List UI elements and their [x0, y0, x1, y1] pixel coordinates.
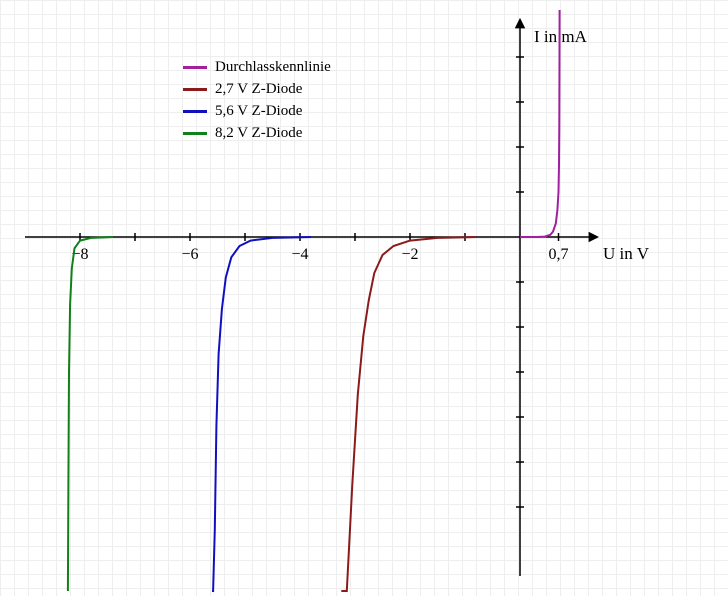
legend-swatch	[183, 66, 207, 69]
x-tick-label: −4	[291, 246, 308, 263]
zener-diode-chart: −8−6−4−20,7U in VI in mA Durchlasskennli…	[0, 0, 728, 596]
chart-svg: −8−6−4−20,7U in VI in mA	[0, 0, 728, 596]
legend-item: 8,2 V Z-Diode	[183, 123, 331, 144]
x-tick-label: 0,7	[549, 246, 569, 263]
curve-z56	[212, 237, 311, 591]
legend-label: 5,6 V Z-Diode	[215, 101, 302, 122]
legend-label: 2,7 V Z-Diode	[215, 79, 302, 100]
curve-z82	[68, 237, 113, 591]
y-axis-label: I in mA	[534, 27, 588, 46]
legend-label: 8,2 V Z-Diode	[215, 123, 302, 144]
legend-label: Durchlasskennlinie	[215, 57, 331, 78]
x-tick-label: −6	[181, 246, 198, 263]
x-axis-label: U in V	[603, 244, 650, 263]
legend-swatch	[183, 88, 207, 91]
legend-item: 2,7 V Z-Diode	[183, 79, 331, 100]
legend-swatch	[183, 110, 207, 113]
legend: Durchlasskennlinie2,7 V Z-Diode5,6 V Z-D…	[183, 57, 331, 145]
legend-item: Durchlasskennlinie	[183, 57, 331, 78]
curve-z27	[341, 237, 476, 591]
legend-swatch	[183, 132, 207, 135]
legend-item: 5,6 V Z-Diode	[183, 101, 331, 122]
x-tick-label: −2	[401, 246, 418, 263]
